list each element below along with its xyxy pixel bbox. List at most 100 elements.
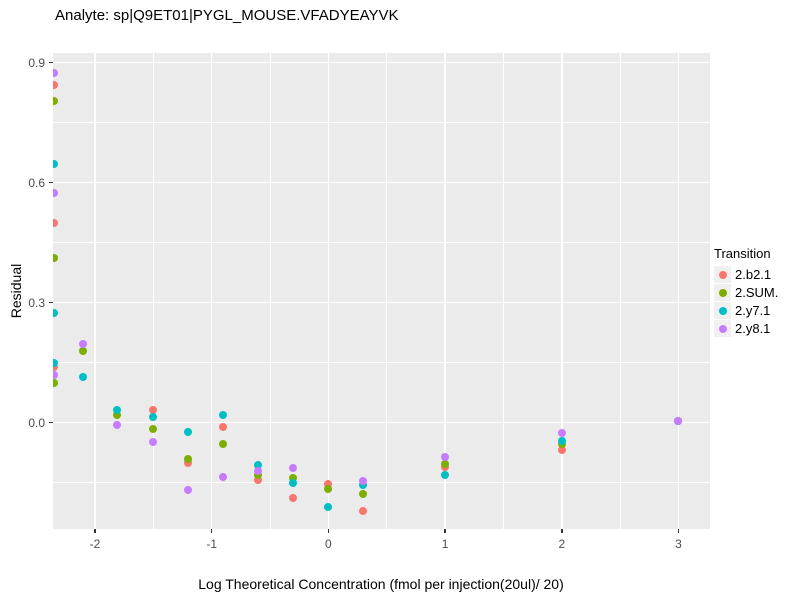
legend-items: 2.b2.1 2.SUM. 2.y7.1 2.y8.1: [714, 266, 778, 337]
data-point: [557, 445, 566, 454]
major-gridline: [327, 53, 330, 529]
y-tick-mark: [49, 181, 53, 184]
data-point: [254, 467, 263, 476]
data-point: [359, 477, 368, 485]
legend-item: 2.b2.1: [714, 266, 778, 283]
minor-gridline: [152, 53, 154, 529]
data-point: [113, 421, 122, 429]
x-axis-label: Log Theoretical Concentration (fmol per …: [198, 576, 564, 592]
data-point: [149, 413, 158, 421]
legend-dot: [718, 288, 727, 297]
data-point: [441, 471, 450, 479]
x-tick-label: 0: [325, 537, 332, 551]
x-tick-label: -1: [206, 537, 218, 551]
data-point: [79, 339, 88, 348]
data-point: [254, 471, 263, 480]
x-tick-mark: [210, 529, 213, 533]
data-point: [557, 429, 566, 437]
legend-key: [714, 284, 731, 301]
data-point: [113, 405, 122, 414]
data-point: [53, 309, 59, 318]
legend-dot: [718, 324, 727, 333]
data-point: [53, 254, 59, 263]
minor-gridline: [269, 53, 271, 529]
major-gridline: [53, 181, 710, 184]
x-tick-label: 3: [675, 537, 682, 551]
y-tick-label: 0.6: [28, 175, 45, 190]
y-axis-label: Residual: [8, 263, 24, 319]
data-point: [53, 363, 59, 372]
data-point: [53, 80, 59, 89]
legend-key: [714, 266, 731, 283]
data-point: [53, 218, 59, 227]
legend-item-label: 2.b2.1: [735, 267, 772, 282]
minor-gridline: [386, 53, 388, 529]
x-tick-label: -2: [89, 537, 101, 551]
data-point: [149, 405, 158, 414]
data-point: [79, 347, 88, 356]
data-point: [53, 159, 59, 168]
data-point: [674, 416, 683, 425]
major-gridline: [53, 301, 710, 304]
data-point: [324, 479, 333, 488]
major-gridline: [444, 53, 446, 529]
data-point: [359, 481, 368, 490]
major-gridline: [677, 53, 680, 529]
legend-key: [714, 320, 731, 337]
data-point: [557, 437, 566, 446]
data-point: [219, 422, 228, 431]
data-point: [359, 506, 368, 515]
data-point: [53, 189, 59, 198]
data-point: [184, 485, 193, 494]
data-point: [219, 440, 228, 449]
data-point: [149, 438, 158, 447]
data-point: [359, 489, 368, 498]
y-tick-mark: [49, 301, 53, 304]
major-gridline: [561, 53, 563, 529]
data-point: [289, 493, 298, 502]
minor-gridline: [53, 122, 710, 123]
data-point: [184, 458, 193, 467]
data-point: [53, 378, 59, 387]
y-tick-label: 0.9: [28, 55, 45, 70]
y-tick-mark: [49, 421, 53, 424]
plot-panel: [53, 53, 710, 529]
x-tick-mark: [561, 529, 563, 533]
data-point: [289, 463, 298, 472]
data-point: [324, 485, 333, 494]
data-point: [254, 475, 263, 484]
data-point: [184, 454, 193, 463]
data-point: [53, 358, 59, 367]
major-gridline: [94, 53, 96, 529]
x-tick-mark: [327, 529, 330, 533]
legend-item: 2.y8.1: [714, 320, 778, 337]
legend-item: 2.SUM.: [714, 284, 778, 301]
data-point: [254, 460, 263, 469]
data-point: [149, 424, 158, 433]
data-point: [219, 411, 228, 420]
plot-title: Analyte: sp|Q9ET01|PYGL_MOUSE.VFADYEAYVK: [55, 7, 399, 24]
minor-gridline: [53, 242, 710, 243]
minor-gridline: [503, 53, 504, 529]
data-point: [184, 427, 193, 436]
x-tick-mark: [94, 529, 96, 533]
x-tick-label: 2: [558, 537, 566, 551]
legend-item-label: 2.y7.1: [735, 303, 771, 318]
legend-title: Transition: [714, 246, 771, 261]
legend-dot: [718, 306, 727, 315]
legend-item: 2.y7.1: [714, 302, 778, 319]
data-point: [289, 478, 298, 487]
x-tick-mark: [677, 529, 680, 533]
minor-gridline: [619, 53, 621, 529]
data-point: [324, 503, 333, 512]
minor-gridline: [53, 482, 710, 483]
x-tick-label: 1: [441, 537, 449, 551]
y-tick-label: 0.0: [28, 415, 45, 430]
major-gridline: [53, 61, 710, 64]
data-point: [79, 372, 88, 381]
data-point: [441, 453, 450, 462]
legend-key: [714, 302, 731, 319]
minor-gridline: [53, 362, 710, 363]
data-point: [53, 371, 59, 380]
